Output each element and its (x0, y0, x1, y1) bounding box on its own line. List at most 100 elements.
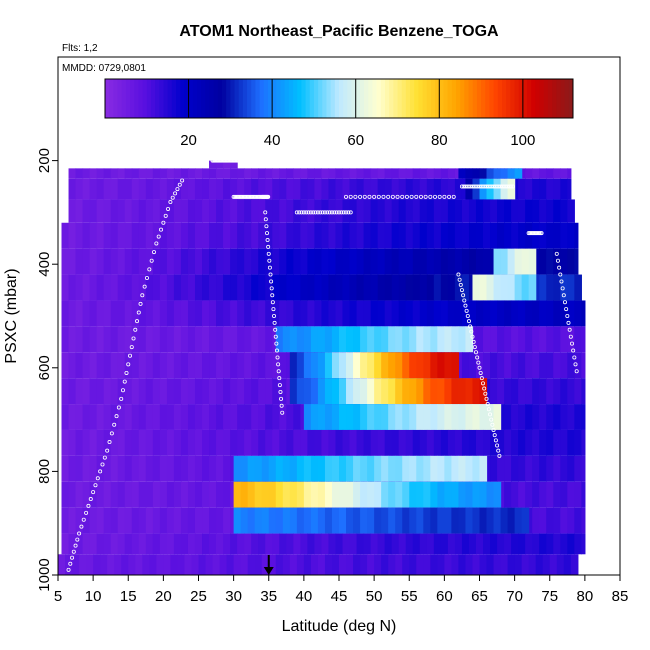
colorbar-segment (230, 79, 236, 118)
heatmap-band (472, 274, 537, 301)
heatmap-cell (563, 554, 572, 575)
heatmap-cell (381, 554, 389, 575)
heatmap-cell (423, 481, 431, 508)
heatmap-cell (546, 300, 554, 327)
heatmap-cell (472, 168, 481, 179)
heatmap-cell (514, 274, 523, 301)
heatmap-cell (173, 404, 182, 430)
colorbar-segment (364, 79, 369, 118)
heatmap-cell (173, 533, 182, 555)
heatmap-cell (395, 352, 403, 379)
track-point (301, 210, 306, 215)
heatmap-cell (465, 507, 474, 534)
heatmap-cell (117, 300, 126, 327)
heatmap-cell (546, 248, 554, 275)
heatmap-cell (426, 178, 435, 200)
heatmap-cell (289, 455, 298, 482)
heatmap-cell (265, 429, 273, 456)
heatmap-cell (89, 274, 98, 301)
heatmap-cell (258, 178, 266, 200)
heatmap-cell (279, 222, 287, 249)
heatmap-cell (532, 326, 540, 353)
heatmap-cell (539, 429, 547, 456)
heatmap-cell (68, 533, 77, 555)
heatmap-cell (437, 507, 445, 534)
y-axis-label: PSXC (mbar) (3, 268, 20, 363)
track-point (142, 284, 147, 289)
heatmap-cell (289, 554, 298, 575)
heatmap-cell (525, 481, 533, 508)
heatmap-cell (275, 554, 284, 575)
heatmap-cell (416, 455, 424, 482)
heatmap-cell (353, 507, 361, 534)
heatmap-cell (61, 326, 70, 353)
heatmap-cell (303, 455, 312, 482)
heatmap-cell (546, 455, 554, 482)
track-point (344, 210, 349, 215)
heatmap-cell (525, 533, 533, 555)
heatmap-cell (335, 429, 344, 456)
heatmap-cell (346, 507, 354, 534)
heatmap-cell (93, 554, 101, 575)
heatmap-cell (237, 533, 245, 555)
heatmap-cell (237, 404, 245, 430)
heatmap-cell (346, 404, 354, 430)
track-point (491, 427, 496, 432)
heatmap-cell (395, 554, 403, 575)
heatmap-cell (244, 300, 252, 327)
heatmap-cell (293, 300, 301, 327)
heatmap-cell (360, 507, 368, 534)
heatmap-cell (124, 481, 133, 508)
heatmap-cell (370, 178, 379, 200)
heatmap-cell (293, 533, 301, 555)
heatmap-cell (416, 378, 424, 405)
heatmap-cell (209, 274, 217, 301)
heatmap-cell (426, 168, 435, 179)
heatmap-cell (166, 429, 175, 456)
heatmap-cell (261, 481, 270, 508)
heatmap-cell (363, 222, 372, 249)
heatmap-cell (265, 533, 273, 555)
heatmap-cell (412, 222, 421, 249)
colorbar-segment (359, 79, 365, 118)
heatmap-cell (82, 404, 91, 430)
colorbar-segment (117, 79, 123, 118)
track-point (308, 210, 313, 215)
heatmap-cell (173, 222, 182, 249)
heatmap-cell (110, 326, 119, 353)
heatmap-cell (265, 248, 273, 275)
heatmap-cell (546, 404, 554, 430)
heatmap-cell (581, 455, 586, 482)
heatmap-cell (419, 222, 428, 249)
colorbar-tick-label: 40 (264, 132, 281, 149)
track-point (539, 231, 544, 236)
heatmap-cell (128, 554, 136, 575)
track-point (339, 210, 344, 215)
heatmap-cell (96, 507, 105, 534)
heatmap-cell (237, 222, 245, 249)
heatmap-cell (223, 300, 231, 327)
heatmap-cell (479, 507, 488, 534)
heatmap-cell (574, 300, 582, 327)
heatmap-cell (75, 274, 84, 301)
heatmap-cell (180, 248, 189, 275)
heatmap-cell (289, 378, 298, 405)
heatmap-cell (500, 507, 509, 534)
heatmap-cell (398, 199, 407, 223)
heatmap-cell (391, 222, 400, 249)
heatmap-cell (82, 481, 91, 508)
heatmap-cell (279, 248, 287, 275)
x-tick-label: 30 (225, 588, 242, 605)
heatmap-cell (349, 178, 358, 200)
heatmap-cell (402, 378, 410, 405)
heatmap-cell (265, 199, 273, 223)
heatmap-cell (82, 222, 91, 249)
heatmap-cell (282, 507, 291, 534)
heatmap-cell (138, 326, 147, 353)
heatmap-cell (346, 326, 354, 353)
heatmap-cell (237, 429, 245, 456)
heatmap-cell (346, 455, 354, 482)
track-point (273, 327, 278, 332)
heatmap-cell (131, 404, 140, 430)
heatmap-cell (110, 248, 119, 275)
